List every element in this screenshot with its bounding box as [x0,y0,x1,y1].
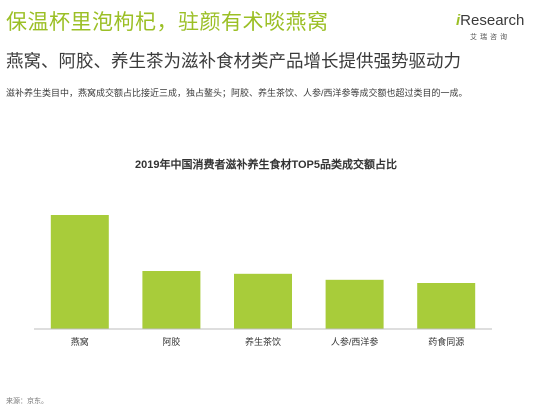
bar-group [50,215,476,329]
page-title: 保温杯里泡枸杞，驻颜有术啖燕窝 [6,11,329,34]
x-tick-label-4: 药食同源 [428,336,464,347]
bar-2 [234,273,292,329]
page-description: 滋补养生类目中，燕窝成交额占比接近三成，独占鳌头；阿胶、养生茶饮、人参/西洋参等… [6,88,468,98]
x-tick-label-3: 人参/西洋参 [331,336,379,347]
x-axis-labels: 燕窝 阿胶 养生茶饮 人参/西洋参 药食同源 [71,336,464,347]
bar-3 [325,279,384,329]
bar-chart: 2019年中国消费者滋补养生食材TOP5品类成交额占比 燕窝 阿胶 养生茶饮 人参/西… [34,157,492,347]
iresearch-logo: iResearch 艾瑞咨询 [456,10,528,44]
source-note: 来源：京东。 [6,398,48,405]
chart-title: 2019年中国消费者滋补养生食材TOP5品类成交额占比 [135,157,397,171]
logo-tagline: 艾瑞咨询 [470,34,510,41]
x-tick-label-1: 阿胶 [162,336,180,347]
logo-wordmark: iResearch [456,12,524,29]
page-subtitle: 燕窝、阿胶、养生茶为滋补食材类产品增长提供强势驱动力 [6,51,461,71]
bar-0 [50,215,109,329]
bar-1 [142,271,201,329]
logo-i: i [456,12,461,29]
x-tick-label-0: 燕窝 [71,336,89,347]
logo-research: Research [460,12,525,29]
x-tick-label-2: 养生茶饮 [245,336,281,347]
bar-4 [417,283,476,329]
